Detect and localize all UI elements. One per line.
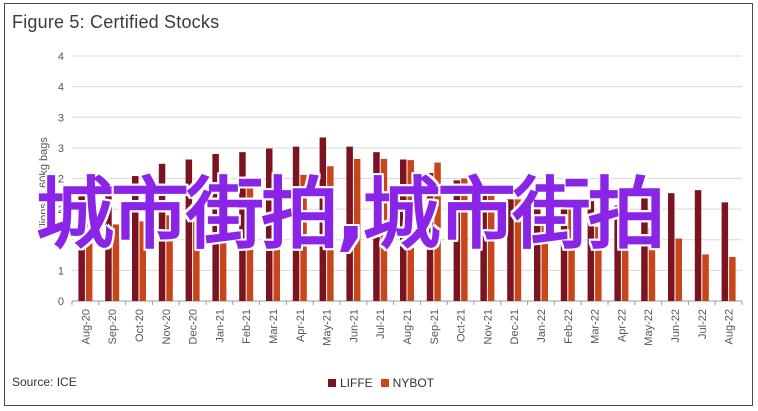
bar-nybot xyxy=(407,160,414,301)
bar-nybot xyxy=(166,215,173,301)
y-tick-label: 1 xyxy=(58,265,64,277)
source-note: Source: ICE xyxy=(12,375,77,389)
bar-liffe xyxy=(480,191,487,301)
bar-nybot xyxy=(273,180,280,301)
x-tick-label: Sep-20 xyxy=(107,309,119,344)
bar-liffe xyxy=(426,172,434,301)
bar-liffe xyxy=(212,154,219,301)
x-tick-label: Jul-22 xyxy=(697,309,709,339)
bar-liffe xyxy=(614,205,621,301)
y-axis-label: Millions of 60kg bags xyxy=(38,137,50,240)
bar-nybot xyxy=(85,212,93,301)
y-tick-label: 0 xyxy=(58,296,64,308)
bar-liffe xyxy=(560,206,568,301)
x-tick-label: Mar-21 xyxy=(268,309,280,344)
x-tick-label: Feb-21 xyxy=(241,309,253,344)
bar-liffe xyxy=(158,163,166,301)
x-tick-label: Nov-21 xyxy=(482,309,494,344)
bar-liffe xyxy=(319,137,327,301)
x-tick-label: Jul-21 xyxy=(375,309,387,339)
bar-nybot xyxy=(112,224,120,301)
bar-nybot xyxy=(193,208,200,301)
x-tick-label: Jun-21 xyxy=(348,309,360,343)
bar-liffe xyxy=(587,201,595,301)
y-tick-label: 4 xyxy=(58,51,64,63)
x-tick-label: Sep-21 xyxy=(429,309,441,344)
bar-nybot xyxy=(139,221,146,301)
bar-nybot xyxy=(487,195,495,301)
bar-nybot xyxy=(702,254,709,301)
y-tick-label: 2 xyxy=(58,174,64,186)
bar-nybot xyxy=(219,194,227,301)
x-tick-label: Oct-21 xyxy=(456,309,468,342)
bar-liffe xyxy=(507,199,514,301)
bar-nybot xyxy=(246,184,254,301)
x-tick-label: May-21 xyxy=(322,309,334,346)
bar-liffe xyxy=(292,146,300,301)
legend-item-liffe: LIFFE xyxy=(328,376,373,390)
bar-liffe xyxy=(721,202,729,301)
x-tick-label: Jan-21 xyxy=(214,309,226,343)
y-tick-label: 3 xyxy=(58,143,64,155)
x-tick-label: Aug-22 xyxy=(724,309,736,344)
bar-liffe xyxy=(534,204,541,301)
x-tick-label: Apr-22 xyxy=(616,309,628,342)
x-tick-label: Dec-20 xyxy=(188,309,200,344)
bar-nybot xyxy=(461,178,468,301)
bar-nybot xyxy=(675,238,682,301)
y-tick-label: 4 xyxy=(58,82,64,94)
x-tick-label: Jan-22 xyxy=(536,309,548,343)
legend-label-nybot: NYBOT xyxy=(392,376,435,390)
x-tick-label: Aug-20 xyxy=(80,309,92,344)
bar-liffe xyxy=(239,152,246,301)
bar-liffe xyxy=(266,148,273,301)
x-tick-label: Jun-22 xyxy=(670,309,682,343)
bar-nybot xyxy=(327,166,334,301)
bar-liffe xyxy=(453,180,461,301)
x-tick-label: Apr-21 xyxy=(295,309,307,342)
bar-nybot xyxy=(595,226,602,301)
bar-nybot xyxy=(541,221,548,301)
chart-title: Figure 5: Certified Stocks xyxy=(12,12,220,32)
bar-nybot xyxy=(514,199,522,301)
bar-nybot xyxy=(300,174,307,301)
x-tick-label: Nov-20 xyxy=(161,309,173,344)
y-tick-label: 2 xyxy=(58,204,64,216)
bar-nybot xyxy=(380,158,388,301)
bar-liffe xyxy=(132,176,139,301)
watermark-overlay-text: 城市街拍,城市街拍 xyxy=(36,170,666,260)
bar-liffe xyxy=(373,152,380,301)
legend-item-nybot: NYBOT xyxy=(380,376,435,390)
x-tick-label: Oct-20 xyxy=(134,309,146,342)
bar-liffe xyxy=(641,196,648,301)
x-tick-label: Aug-21 xyxy=(402,309,414,344)
legend-swatch-nybot xyxy=(380,379,389,387)
legend-swatch-liffe xyxy=(328,379,336,387)
bar-liffe xyxy=(78,188,85,301)
bar-liffe xyxy=(346,146,353,301)
bar-liffe xyxy=(105,187,112,301)
bar-liffe xyxy=(400,159,407,301)
x-tick-label: Feb-22 xyxy=(563,309,575,344)
bar-nybot xyxy=(434,162,441,301)
bar-liffe xyxy=(694,190,702,301)
y-tick-label: 1 xyxy=(58,235,64,247)
bar-nybot xyxy=(621,214,629,301)
bar-nybot xyxy=(729,256,736,301)
x-tick-label: May-22 xyxy=(643,309,655,346)
bar-liffe xyxy=(668,193,675,301)
legend-label-liffe: LIFFE xyxy=(340,376,373,390)
legend: LIFFE NYBOT xyxy=(328,376,434,390)
x-tick-label: Dec-21 xyxy=(509,309,521,344)
y-tick-label: 3 xyxy=(58,112,64,124)
bar-liffe xyxy=(185,159,193,301)
x-tick-label: Mar-22 xyxy=(590,309,602,344)
bar-nybot xyxy=(353,158,361,301)
bar-nybot xyxy=(648,228,656,301)
bar-nybot xyxy=(568,207,575,301)
